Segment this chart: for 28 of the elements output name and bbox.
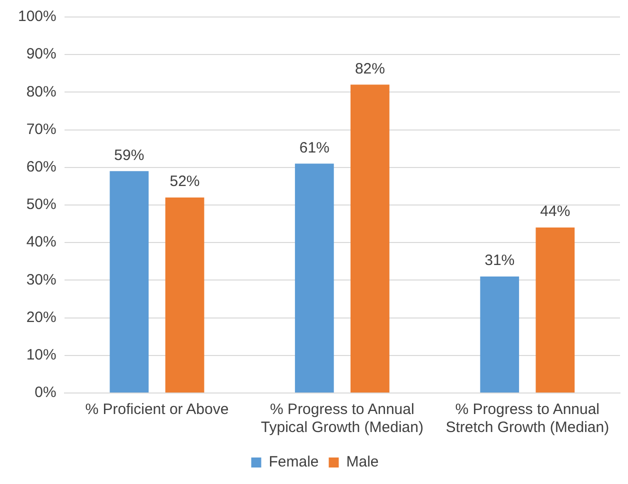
y-tick-label: 0% (34, 384, 56, 402)
y-tick-label: 30% (26, 271, 56, 288)
x-tick-label: % Progress to Annual Stretch Growth (Median) (446, 401, 610, 436)
legend-label: Male (346, 454, 379, 471)
bar (294, 164, 334, 392)
y-tick-label: 60% (26, 158, 56, 176)
bar (536, 228, 575, 392)
legend-label: Female (268, 454, 319, 471)
bar (165, 197, 204, 392)
y-tick-label: 80% (26, 83, 56, 100)
x-tick-label: % Proficient or Above (85, 401, 229, 418)
data-label: 31% (484, 252, 515, 270)
y-tick-label: 100% (18, 8, 56, 26)
y-tick-label: 50% (26, 196, 56, 214)
data-label: 82% (354, 60, 385, 78)
y-tick-label: 20% (26, 308, 56, 326)
bar (480, 276, 520, 392)
data-label: 52% (170, 173, 200, 190)
y-tick-label: 90% (26, 46, 56, 63)
data-label: 61% (299, 139, 330, 156)
bar (350, 84, 390, 392)
x-tick-label: % Progress to Annual Typical Growth (Median) (260, 401, 424, 436)
data-label: 44% (540, 203, 570, 220)
y-tick-label: 40% (26, 234, 56, 251)
bar (110, 171, 149, 392)
y-tick-label: 70% (26, 120, 56, 138)
y-tick-label: 10% (26, 346, 56, 364)
data-label: 59% (114, 146, 144, 164)
